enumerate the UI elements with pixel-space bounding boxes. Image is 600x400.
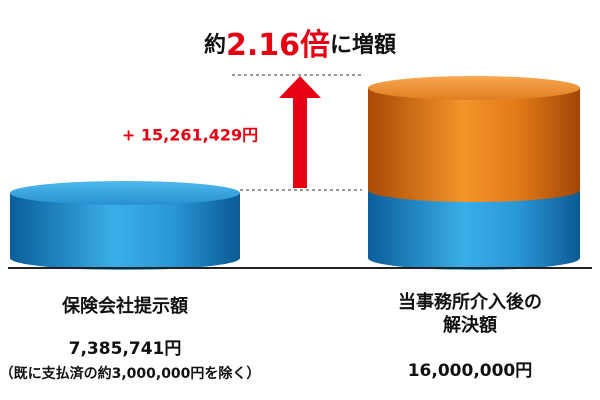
- headline-prefix: 約: [204, 32, 226, 58]
- increase-label: + 15,261,429円: [122, 126, 258, 145]
- left-note: （既に支払済の約3,000,000円を除く）: [0, 365, 260, 382]
- headline-ratio: 2.16倍: [226, 28, 330, 63]
- right-label: 解決額: [443, 314, 497, 336]
- right-label: 当事務所介入後の: [398, 291, 542, 313]
- right-cylinder: [368, 76, 580, 270]
- headline: 約2.16倍に増額: [204, 28, 396, 63]
- right-amount: 16,000,000円: [408, 361, 533, 381]
- arrow: [279, 76, 321, 188]
- headline-suffix: に増額: [330, 32, 396, 58]
- left-cylinder: [10, 181, 240, 270]
- left-label: 保険会社提示額: [61, 295, 188, 317]
- left-amount: 7,385,741円: [69, 339, 182, 359]
